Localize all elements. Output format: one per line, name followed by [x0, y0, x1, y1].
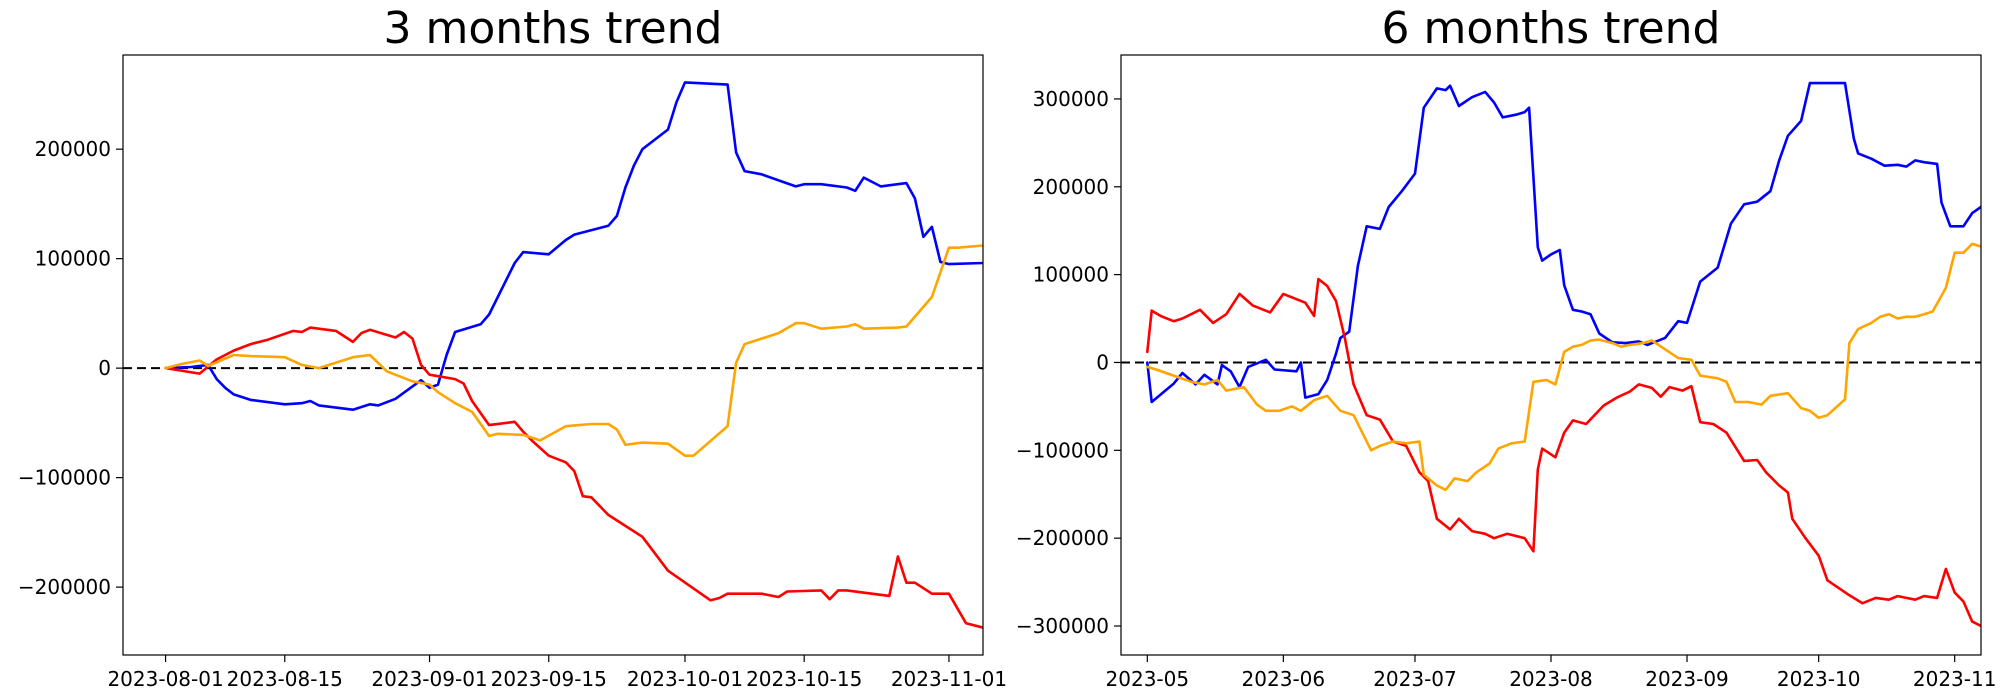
x-tick-label: 2023-11 — [1913, 667, 1997, 691]
y-tick-label: 0 — [98, 356, 111, 380]
x-tick-label: 2023-05 — [1106, 667, 1190, 691]
x-tick-label: 2023-10-15 — [746, 667, 862, 691]
x-tick-label: 2023-09-01 — [371, 667, 487, 691]
x-tick-label: 2023-07 — [1373, 667, 1457, 691]
x-tick-label: 2023-08-01 — [107, 667, 223, 691]
y-tick-label: 200000 — [1033, 175, 1109, 199]
y-tick-label: −300000 — [1016, 614, 1109, 638]
y-tick-label: −100000 — [1016, 438, 1109, 462]
series-line — [1146, 277, 1981, 628]
axes-frame — [1120, 54, 1982, 656]
x-tick-label: 2023-09-15 — [491, 667, 607, 691]
series-line — [1146, 81, 1981, 404]
y-tick-label: −200000 — [1016, 526, 1109, 550]
x-tick-label: 2023-10-01 — [627, 667, 743, 691]
x-tick-label: 2023-11-01 — [891, 667, 1007, 691]
chart-title: 3 months trend — [384, 3, 723, 54]
x-tick-label: 2023-08 — [1509, 667, 1593, 691]
series-line — [1146, 242, 1981, 492]
x-tick-label: 2023-08-15 — [227, 667, 343, 691]
series-group — [164, 81, 983, 629]
y-tick-label: 0 — [1096, 350, 1109, 374]
y-tick-label: 100000 — [35, 247, 111, 271]
x-tick-label: 2023-09 — [1645, 667, 1729, 691]
chart-title: 6 months trend — [1382, 3, 1721, 54]
series-line — [164, 326, 983, 629]
x-tick-label: 2023-10 — [1777, 667, 1861, 691]
chart-6-months: 6 months trend 2023-05 2023-06 2023-07 2023… — [1016, 3, 1997, 691]
y-tick-label: −200000 — [18, 575, 111, 599]
plot-area: 2023-05 2023-06 2023-07 2023-08 2023-09 2023-… — [1016, 54, 1997, 691]
x-tick-label: 2023-06 — [1242, 667, 1326, 691]
y-tick-label: 100000 — [1033, 263, 1109, 287]
chart-3-months: 3 months trend 2023-08-01 2023-08-15 2023-… — [18, 3, 1007, 691]
axes-frame — [122, 54, 984, 656]
series-line — [164, 81, 983, 411]
series-line — [164, 243, 983, 457]
y-tick-label: 300000 — [1033, 87, 1109, 111]
series-group — [1146, 81, 1981, 628]
y-tick-label: 200000 — [35, 137, 111, 161]
y-tick-label: −100000 — [18, 466, 111, 490]
plot-area: 2023-08-01 2023-08-15 2023-09-01 2023-09-15… — [18, 54, 1007, 691]
